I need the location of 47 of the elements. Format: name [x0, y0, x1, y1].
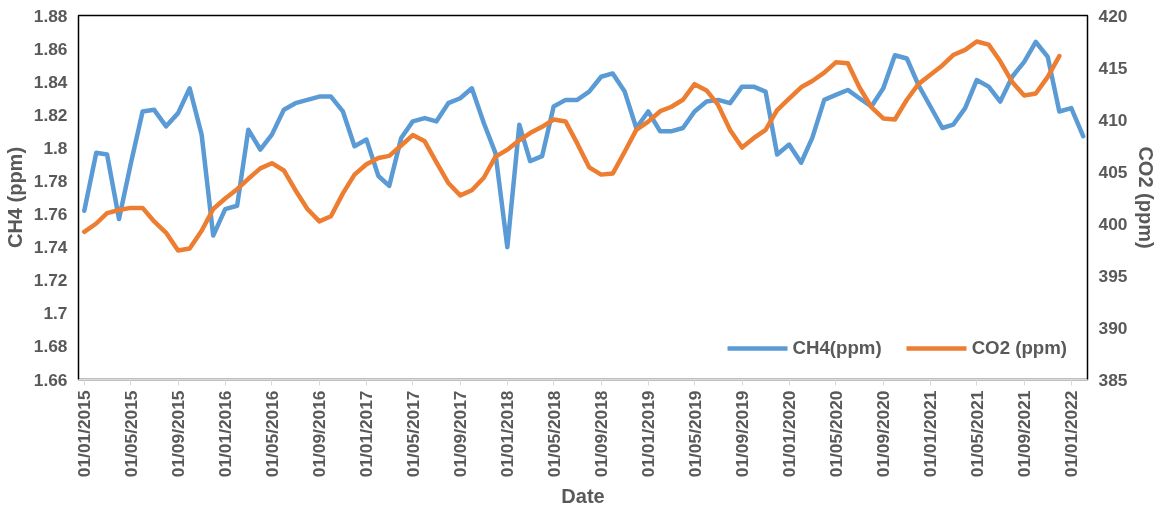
y2-tick-label: 410 — [1098, 109, 1128, 130]
y2-tick-label: 385 — [1098, 369, 1128, 390]
y-tick-label: 1.74 — [33, 237, 68, 258]
y-tick-label: 1.86 — [33, 38, 68, 59]
x-tick-label: 01/09/2017 — [450, 390, 471, 478]
y2-tick-label: 405 — [1098, 161, 1128, 182]
y-tick-label: 1.88 — [33, 5, 68, 26]
y-axis-title: CH4 (ppm) — [3, 146, 26, 249]
y-tick-label: 1.82 — [33, 104, 68, 125]
x-tick-label: 01/09/2018 — [591, 390, 612, 478]
y2-tick-label: 400 — [1098, 213, 1128, 234]
x-tick-label: 01/01/2016 — [215, 390, 236, 478]
x-axis-title: Date — [561, 485, 605, 508]
legend-label: CO2 (ppm) — [971, 337, 1067, 359]
x-tick-label: 01/09/2016 — [309, 390, 330, 478]
x-tick-label: 01/09/2015 — [168, 390, 189, 478]
y2-axis-title: CO2 (ppm) — [1135, 146, 1158, 249]
x-tick-label: 01/01/2022 — [1061, 390, 1082, 478]
x-tick-label: 01/09/2019 — [732, 390, 753, 478]
y-tick-label: 1.66 — [33, 369, 68, 390]
x-tick-label: 01/01/2020 — [779, 390, 800, 478]
y2-tick-label: 395 — [1098, 265, 1128, 286]
x-tick-label: 01/01/2019 — [638, 390, 659, 478]
y-tick-label: 1.68 — [33, 336, 68, 357]
x-tick-label: 01/01/2018 — [497, 390, 518, 478]
x-tick-label: 01/05/2015 — [120, 390, 141, 478]
y-tick-label: 1.78 — [33, 170, 68, 191]
y-tick-label: 1.7 — [43, 303, 68, 324]
y-tick-label: 1.84 — [33, 71, 68, 92]
x-tick-label: 01/05/2018 — [543, 390, 564, 478]
x-tick-label: 01/05/2016 — [261, 390, 282, 478]
y2-tick-label: 390 — [1098, 317, 1128, 338]
y-tick-label: 1.76 — [33, 204, 68, 225]
legend-label: CH4(ppm) — [792, 337, 882, 359]
x-tick-label: 01/09/2021 — [1014, 390, 1035, 478]
x-tick-label: 01/01/2017 — [356, 390, 377, 478]
x-tick-label: 01/09/2020 — [873, 390, 894, 478]
y-tick-label: 1.8 — [43, 137, 68, 158]
x-tick-label: 01/05/2020 — [825, 390, 846, 478]
x-tick-label: 01/05/2021 — [966, 390, 987, 478]
y2-tick-label: 415 — [1098, 57, 1128, 78]
y2-tick-label: 420 — [1098, 5, 1128, 26]
x-tick-label: 01/05/2019 — [684, 390, 705, 478]
x-tick-label: 01/01/2021 — [920, 390, 941, 478]
x-tick-label: 01/05/2017 — [402, 390, 423, 478]
y-tick-label: 1.72 — [33, 270, 68, 291]
x-tick-label: 01/01/2015 — [74, 390, 95, 478]
